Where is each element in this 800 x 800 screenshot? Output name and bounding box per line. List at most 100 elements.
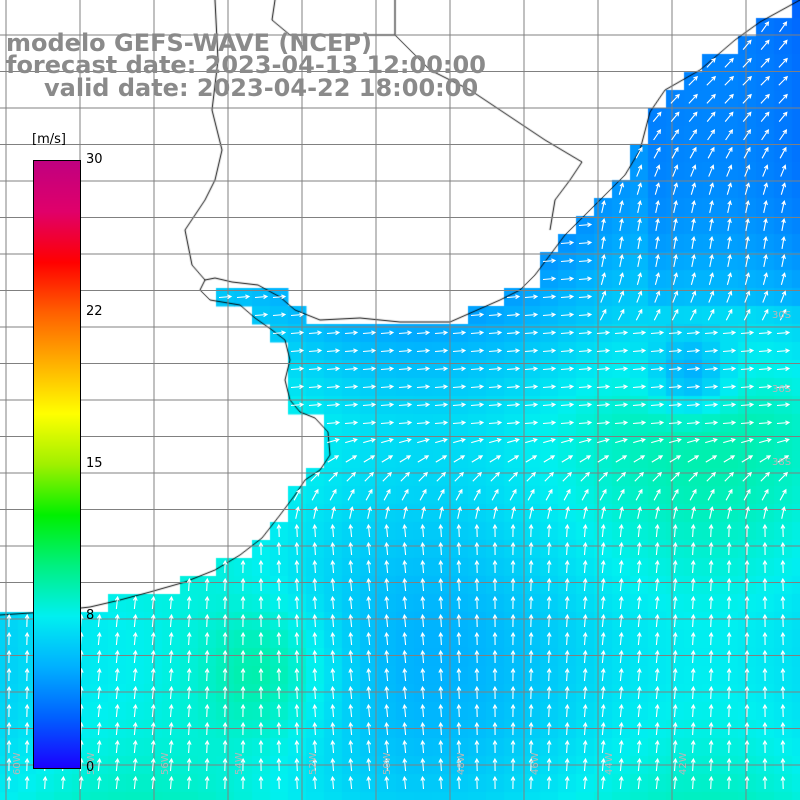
wind-arrow (330, 595, 336, 610)
wind-arrow (474, 685, 480, 700)
wind-arrow (578, 312, 593, 318)
wind-arrow (596, 402, 611, 408)
wind-arrow (347, 488, 355, 501)
wind-arrow (276, 721, 282, 736)
wind-arrow (258, 559, 264, 574)
wind-arrow (637, 506, 642, 519)
wind-arrow (579, 455, 592, 463)
wind-arrow (456, 559, 462, 574)
wind-arrow (416, 420, 431, 426)
wind-arrow (653, 308, 661, 321)
wind-arrow (776, 330, 791, 336)
wind-arrow (542, 258, 557, 264)
wind-arrow (276, 595, 282, 610)
wind-arrow (168, 595, 174, 610)
wind-arrow (186, 649, 192, 664)
wind-arrow (654, 649, 660, 664)
wind-arrow (330, 649, 336, 664)
wind-arrow (600, 631, 606, 646)
wind-arrow (150, 721, 156, 736)
wind-arrow (706, 111, 716, 122)
wind-arrow (546, 667, 552, 682)
wind-arrow (402, 685, 408, 700)
wind-arrow (582, 685, 588, 700)
wind-arrow (402, 577, 408, 592)
wind-arrow (654, 757, 660, 772)
wind-arrow (367, 506, 372, 519)
wind-arrow (488, 366, 503, 372)
wind-arrow (596, 384, 611, 390)
wind-arrow (492, 559, 498, 574)
wind-arrow (724, 471, 735, 482)
wind-arrow (745, 235, 750, 249)
wind-arrow (366, 685, 372, 700)
wind-arrow (492, 577, 498, 592)
wind-arrow (564, 721, 570, 736)
wind-arrow (114, 667, 120, 682)
wind-arrow (564, 757, 570, 772)
wind-arrow (726, 739, 732, 754)
wind-arrow (704, 348, 719, 354)
wind-arrow (402, 721, 408, 736)
wind-arrow (528, 595, 534, 610)
wind-arrow (636, 541, 642, 556)
wind-arrow (560, 348, 575, 354)
wind-arrow (454, 471, 465, 482)
wind-arrow (344, 402, 359, 408)
wind-arrow (546, 757, 552, 772)
wind-arrow (596, 420, 611, 426)
wind-arrow (402, 739, 408, 754)
wind-arrow (636, 595, 642, 610)
wind-arrow (582, 559, 588, 574)
wind-arrow (330, 577, 336, 592)
wind-arrow (326, 384, 341, 390)
wind-arrow (744, 739, 750, 754)
wind-arrow (258, 649, 264, 664)
wind-arrow (488, 384, 503, 390)
wind-arrow (524, 348, 539, 354)
wind-arrow (780, 541, 786, 556)
wind-arrow (348, 739, 354, 754)
wind-arrow (707, 129, 716, 141)
wind-arrow (655, 235, 660, 249)
wind-arrow (601, 506, 606, 519)
wind-arrow (420, 649, 426, 664)
wind-arrow (492, 523, 498, 538)
wind-arrow (416, 384, 431, 390)
wind-arrow (672, 613, 678, 628)
wind-arrow (600, 595, 606, 610)
wind-arrow (582, 667, 588, 682)
wind-arrow (726, 290, 733, 303)
wind-arrow (528, 541, 534, 556)
wind-arrow (132, 613, 138, 628)
wind-arrow (546, 739, 552, 754)
wind-arrow (564, 739, 570, 754)
wind-arrow (474, 577, 480, 592)
wind-arrow (348, 649, 354, 664)
wind-arrow (600, 739, 606, 754)
wind-arrow (762, 721, 768, 736)
wind-arrow (650, 384, 665, 390)
wind-arrow (384, 631, 390, 646)
wind-arrow (293, 488, 301, 501)
wind-arrow (345, 455, 358, 463)
wind-arrow (655, 506, 660, 519)
wind-arrow (727, 253, 732, 268)
wind-arrow (614, 366, 629, 372)
wind-arrow (743, 146, 751, 159)
wind-arrow (743, 488, 751, 501)
longitude-label: 56W (160, 752, 171, 775)
wind-arrow (780, 595, 786, 610)
wind-arrow (474, 595, 480, 610)
wind-arrow (312, 667, 318, 682)
wind-arrow (686, 384, 701, 390)
wind-arrow (276, 703, 282, 718)
wind-arrow (763, 253, 768, 268)
wind-arrow (762, 182, 769, 195)
wind-arrow (546, 631, 552, 646)
wind-arrow (276, 523, 282, 538)
wind-arrow (204, 649, 210, 664)
wind-arrow (726, 182, 733, 195)
wind-arrow (542, 366, 557, 372)
wind-arrow (420, 631, 426, 646)
